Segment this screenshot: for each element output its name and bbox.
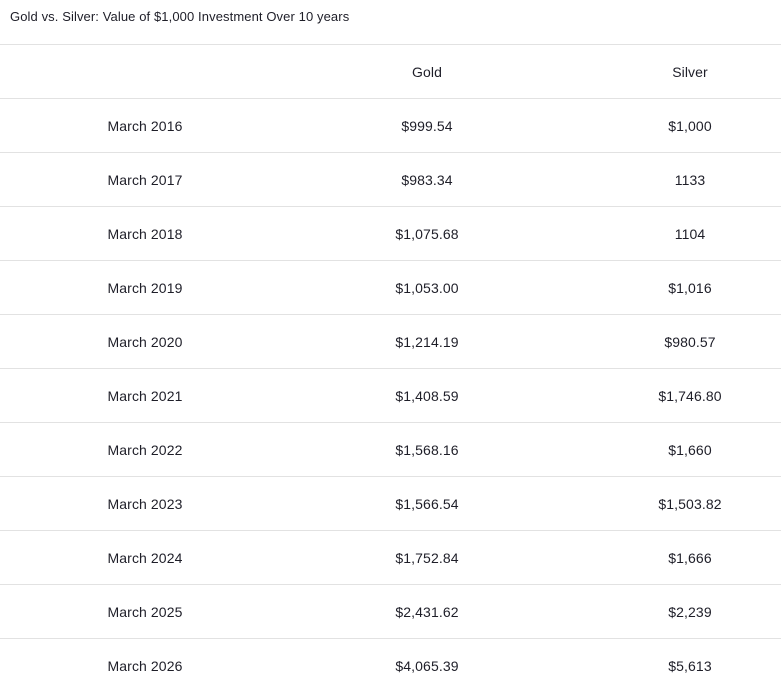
table-row: March 2026 $4,065.39 $5,613 <box>0 638 781 692</box>
period-cell: March 2017 <box>107 171 183 188</box>
table-row: March 2025 $2,431.62 $2,239 <box>0 584 781 639</box>
gold-value-cell: $2,431.62 <box>395 603 459 620</box>
gold-value-cell: $983.34 <box>401 171 453 188</box>
gold-value-cell: $1,075.68 <box>395 225 459 242</box>
silver-value-cell: $1,666 <box>668 549 712 566</box>
silver-value-cell: $5,613 <box>668 657 712 674</box>
period-cell: March 2026 <box>107 657 183 674</box>
page-title: Gold vs. Silver: Value of $1,000 Investm… <box>10 9 350 24</box>
silver-value-cell: $1,660 <box>668 441 712 458</box>
silver-value-cell: $980.57 <box>664 333 716 350</box>
gold-value-cell: $1,053.00 <box>395 279 459 296</box>
silver-value-cell: 1133 <box>674 171 706 188</box>
period-cell: March 2025 <box>107 603 183 620</box>
table-row: March 2016 $999.54 $1,000 <box>0 99 781 153</box>
table-container: Gold Silver March 2016 $999.54 $1,000 Ma… <box>0 44 781 692</box>
silver-value-cell: $1,000 <box>668 117 712 134</box>
gold-value-cell: $1,752.84 <box>395 549 459 566</box>
header-silver: Silver <box>672 63 708 80</box>
investment-table: Gold Silver March 2016 $999.54 $1,000 Ma… <box>0 44 781 692</box>
period-cell: March 2020 <box>107 333 183 350</box>
silver-value-cell: 1104 <box>674 225 706 242</box>
table-row: March 2018 $1,075.68 1104 <box>0 206 781 261</box>
header-period <box>0 45 290 99</box>
silver-value-cell: $1,016 <box>668 279 712 296</box>
header-gold: Gold <box>412 63 442 80</box>
silver-value-cell: $2,239 <box>668 603 712 620</box>
gold-value-cell: $1,214.19 <box>395 333 459 350</box>
period-cell: March 2018 <box>107 225 183 242</box>
period-cell: March 2023 <box>107 495 183 512</box>
table-row: March 2022 $1,568.16 $1,660 <box>0 422 781 477</box>
gold-value-cell: $1,408.59 <box>395 387 459 404</box>
table-row: March 2017 $983.34 1133 <box>0 152 781 207</box>
table-row: March 2023 $1,566.54 $1,503.82 <box>0 476 781 531</box>
period-cell: March 2016 <box>107 117 183 134</box>
period-cell: March 2024 <box>107 549 183 566</box>
table-row: March 2019 $1,053.00 $1,016 <box>0 260 781 315</box>
gold-value-cell: $4,065.39 <box>395 657 459 674</box>
gold-value-cell: $1,566.54 <box>395 495 459 512</box>
table-row: March 2021 $1,408.59 $1,746.80 <box>0 368 781 423</box>
silver-value-cell: $1,746.80 <box>658 387 722 404</box>
table-row: March 2024 $1,752.84 $1,666 <box>0 530 781 585</box>
gold-value-cell: $1,568.16 <box>395 441 459 458</box>
period-cell: March 2022 <box>107 441 183 458</box>
gold-value-cell: $999.54 <box>401 117 453 134</box>
table-row: March 2020 $1,214.19 $980.57 <box>0 314 781 369</box>
silver-value-cell: $1,503.82 <box>658 495 722 512</box>
header-row: Gold Silver <box>0 44 781 99</box>
period-cell: March 2019 <box>107 279 183 296</box>
period-cell: March 2021 <box>107 387 183 404</box>
